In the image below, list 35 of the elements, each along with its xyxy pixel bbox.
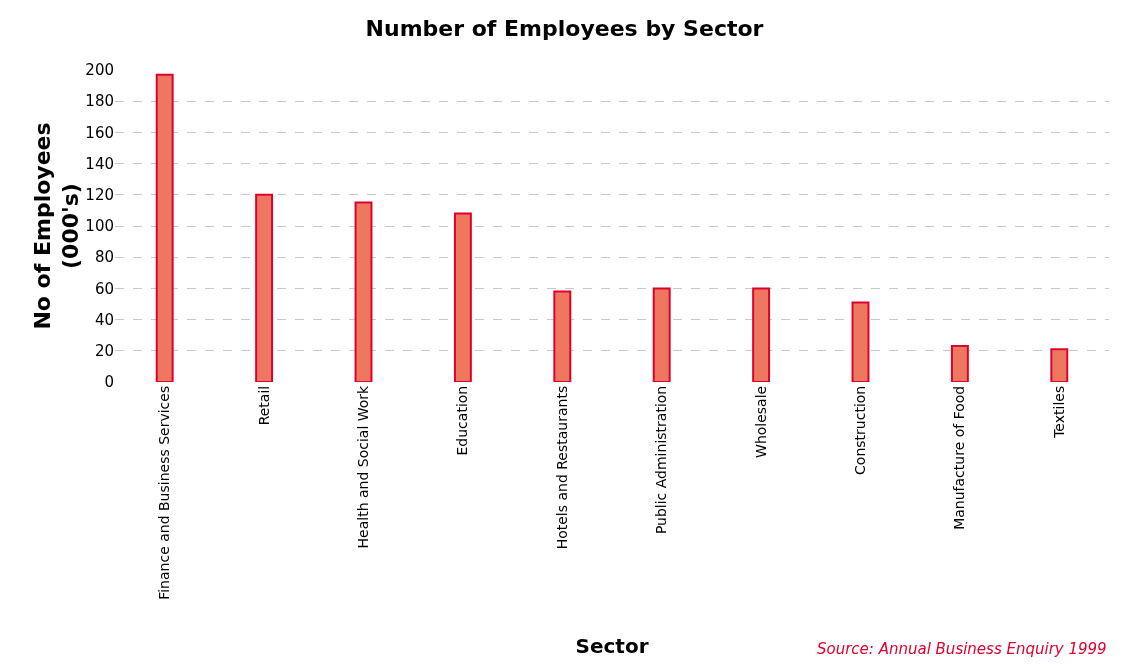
x-tick-label: Hotels and Restaurants: [553, 385, 570, 550]
y-tick-label: 60: [94, 279, 114, 298]
y-tick-label: 100: [85, 217, 114, 236]
y-tick-label: 140: [85, 154, 114, 173]
y-axis-title: No of Employees (000's): [29, 122, 84, 330]
y-tick-label: 20: [94, 342, 114, 361]
x-tick-label: Wholesale: [752, 385, 769, 458]
bar: [453, 212, 472, 382]
source-note: Source: Annual Business Enquiry 1999: [817, 640, 1107, 658]
bar: [752, 287, 771, 382]
y-tick-label: 80: [94, 248, 114, 267]
bar: [255, 193, 274, 382]
bar: [652, 287, 671, 382]
x-tick-label: Education: [454, 385, 471, 456]
bar: [851, 301, 870, 382]
y-tick-label: 40: [94, 310, 114, 329]
x-tick-label: Public Administration: [653, 385, 670, 535]
bar: [155, 73, 174, 382]
x-tick-label: Manufacture of Food: [951, 385, 968, 530]
chart-title: Number of Employees by Sector: [365, 15, 764, 41]
y-tick-label: 0: [104, 373, 114, 392]
x-tick-label: Textiles: [1050, 385, 1067, 439]
bar: [553, 290, 572, 382]
y-tick-label: 120: [85, 186, 114, 205]
x-tick-label: Retail: [255, 385, 272, 426]
x-tick-label: Health and Social Work: [355, 384, 372, 549]
bar: [1050, 348, 1069, 382]
bar: [950, 345, 969, 382]
y-tick-label: 180: [85, 92, 114, 111]
y-tick-label: 160: [85, 123, 114, 142]
x-tick-label: Construction: [852, 385, 869, 475]
x-axis-title: Sector: [575, 634, 649, 659]
bar: [354, 201, 373, 382]
y-tick-label: 200: [85, 61, 114, 80]
x-tick-label: Finance and Business Services: [156, 385, 173, 600]
